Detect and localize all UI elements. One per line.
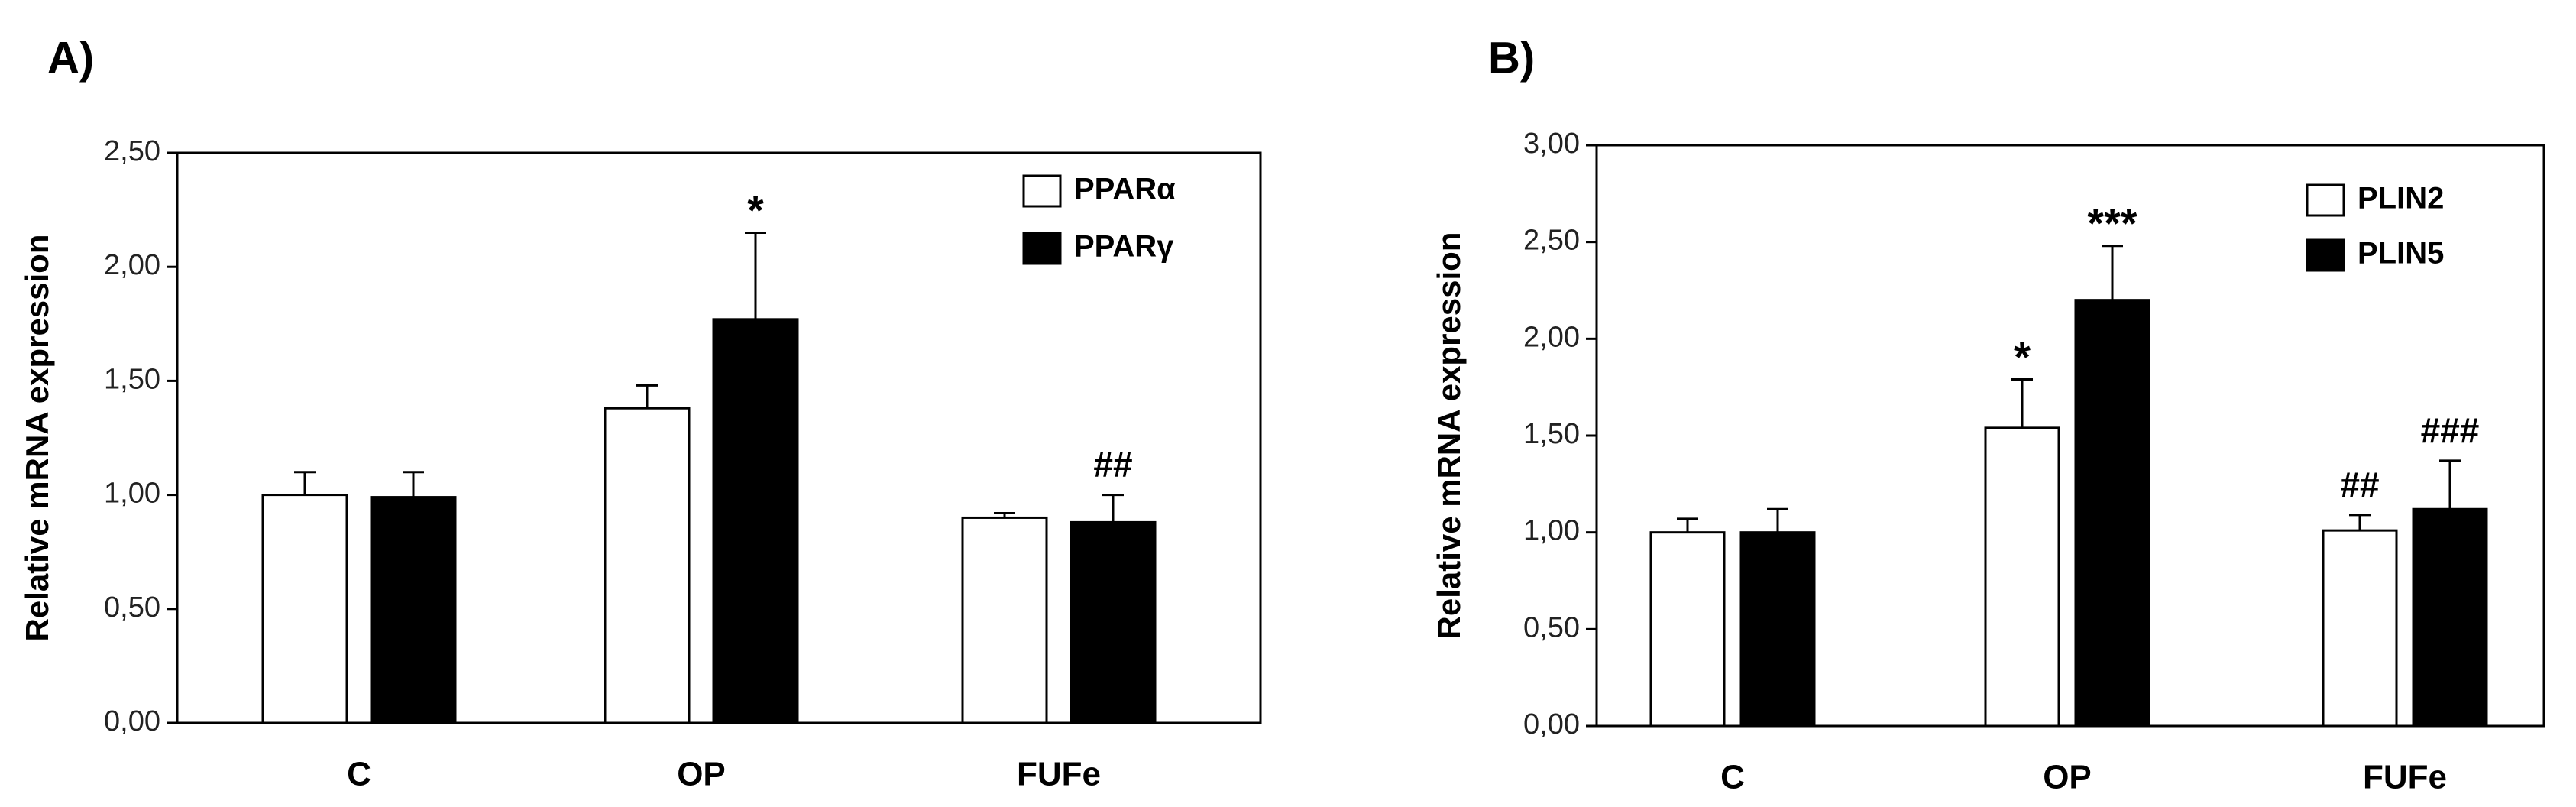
bar-op-white — [1984, 426, 2060, 728]
y-tick-label: 1,00 — [1523, 515, 1580, 547]
chart-panel-a: A) 0,00 0,50 1,00 1,50 2,00 2,50 Relative mRNA … — [19, 33, 1262, 793]
legend-label: PPARα — [1074, 173, 1176, 206]
panel-label: A) — [47, 33, 94, 83]
legend-swatch — [1022, 232, 1062, 265]
y-tick-label: 0,00 — [104, 705, 160, 737]
y-axis-title: Relative mRNA expression — [19, 235, 55, 642]
plot-frame — [1595, 144, 2545, 728]
y-tick-label: 0,00 — [1523, 708, 1580, 741]
chart-panel-b: B) 0,00 0,50 1,00 1,50 2,00 2,50 3,00 Relative m… — [1431, 33, 2545, 796]
bar-fufe-black — [2412, 507, 2488, 728]
x-category-label: C — [347, 756, 371, 793]
y-tick-label: 1,00 — [104, 478, 160, 510]
y-tick-label: 2,50 — [104, 135, 160, 167]
y-tick-label: 2,50 — [1523, 225, 1580, 257]
legend-swatch — [2306, 238, 2345, 272]
y-tick-label: 1,50 — [1523, 418, 1580, 450]
bar-op-black — [2074, 299, 2150, 728]
x-category-label: OP — [677, 756, 726, 793]
legend-swatch — [2306, 183, 2345, 217]
panel-label: B) — [1488, 33, 1535, 83]
significance-mark: ## — [1093, 445, 1132, 485]
bar-c-white — [1649, 531, 1726, 728]
bar-fufe-white — [961, 516, 1048, 724]
x-category-label: C — [1720, 759, 1745, 796]
bar-fufe-black — [1070, 520, 1157, 724]
y-tick-label: 0,50 — [1523, 611, 1580, 643]
x-category-label: FUFe — [2363, 759, 2447, 796]
y-tick-label: 2,00 — [104, 249, 160, 281]
y-axis-title: Relative mRNA expression — [1431, 232, 1467, 640]
bar-c-white — [261, 494, 348, 724]
significance-mark: ### — [2421, 410, 2480, 450]
legend-label: PLIN5 — [2358, 237, 2444, 271]
bar-op-black — [712, 318, 799, 724]
y-tick-label: 3,00 — [1523, 128, 1580, 160]
legend-label: PLIN2 — [2358, 182, 2444, 216]
x-category-label: OP — [2043, 759, 2092, 796]
legend-label: PPARγ — [1074, 230, 1174, 264]
significance-mark: * — [747, 186, 764, 234]
y-tick-label: 2,00 — [1523, 321, 1580, 353]
significance-mark: ## — [2340, 465, 2379, 504]
legend-swatch — [1022, 174, 1062, 208]
significance-mark: *** — [2087, 199, 2137, 248]
bar-c-black — [1739, 531, 1816, 728]
bar-c-black — [370, 496, 457, 724]
x-category-label: FUFe — [1017, 756, 1101, 793]
bar-op-white — [604, 407, 691, 724]
y-tick-label: 0,50 — [104, 591, 160, 624]
y-tick-label: 1,50 — [104, 363, 160, 395]
significance-mark: * — [2014, 333, 2031, 381]
bar-fufe-white — [2322, 529, 2398, 728]
